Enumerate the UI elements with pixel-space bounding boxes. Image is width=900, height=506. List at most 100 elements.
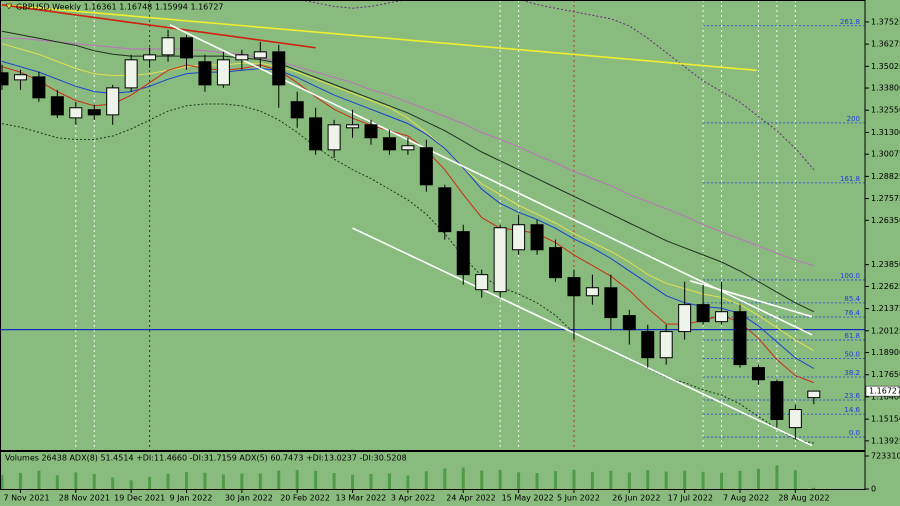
candle-body xyxy=(198,61,212,86)
volume-bar xyxy=(793,470,797,489)
trendline xyxy=(689,280,813,318)
last-price-box xyxy=(865,385,900,397)
y-tick-label: 1.27575 xyxy=(871,194,900,203)
volume-bar xyxy=(55,475,59,489)
candle-body xyxy=(143,54,157,61)
candle-body xyxy=(346,124,360,129)
candle-body xyxy=(770,381,784,420)
y-tick-label: 1.30075 xyxy=(871,150,900,159)
candle-body xyxy=(364,124,378,139)
volume-bar xyxy=(424,471,428,489)
volume-bar xyxy=(738,470,742,489)
volume-bar xyxy=(240,473,244,489)
volume-bar xyxy=(369,473,373,489)
volume-bar xyxy=(627,472,631,489)
candle-body xyxy=(32,76,46,99)
candle-body xyxy=(13,74,27,81)
fibo-label: 100.0 xyxy=(840,272,860,280)
x-tick-label: 5 Jun 2022 xyxy=(557,494,600,503)
candle-body xyxy=(309,117,323,151)
volume-frame xyxy=(0,451,866,490)
candle-body xyxy=(401,145,415,151)
volume-bar xyxy=(683,470,687,489)
candle-body xyxy=(678,304,692,333)
volume-bar xyxy=(461,467,465,489)
volume-bar xyxy=(0,474,4,489)
y-tick-label: 1.21375 xyxy=(871,304,900,313)
volume-bar xyxy=(185,472,188,489)
y-tick-label: 1.36275 xyxy=(871,40,900,49)
candle-body xyxy=(456,231,470,276)
candle-body xyxy=(475,274,489,291)
volume-bar xyxy=(221,474,225,489)
y-tick-label: 1.22625 xyxy=(871,282,900,291)
volume-bar xyxy=(258,473,262,489)
x-tick-label: 30 Jan 2022 xyxy=(225,494,273,503)
fibo-label: 23.6 xyxy=(844,392,860,400)
volume-bar xyxy=(609,470,613,489)
y-tick-label: 1.31300 xyxy=(871,128,900,137)
candle-body xyxy=(807,390,821,399)
y-tick-label: 1.17650 xyxy=(871,370,900,379)
volume-bar xyxy=(166,473,170,489)
fibo-label: 85.4 xyxy=(844,295,860,303)
candle-body xyxy=(382,137,396,151)
fibo-label: 50.0 xyxy=(844,350,860,358)
y-tick-label: 1.37525 xyxy=(871,17,900,26)
candle-body xyxy=(180,37,193,59)
volume-bar xyxy=(92,473,96,489)
volume-bar xyxy=(535,473,539,489)
x-tick-label: 9 Jan 2022 xyxy=(170,494,213,503)
candle-body xyxy=(438,187,452,233)
volume-bar xyxy=(332,473,336,489)
candle-body xyxy=(69,107,83,119)
candle-body xyxy=(641,331,655,359)
y-tick-label: 1.20125 xyxy=(871,326,900,335)
candle-body xyxy=(659,331,673,359)
volume-bar xyxy=(111,477,115,489)
volume-bar xyxy=(295,469,299,489)
candle-body xyxy=(161,37,175,56)
volume-bar xyxy=(701,471,705,489)
y-tick-label: 1.32550 xyxy=(871,106,900,115)
indicator-line xyxy=(1,103,814,444)
volume-tick-label: 723310 xyxy=(871,452,900,461)
candle-body xyxy=(733,311,747,366)
trendline xyxy=(1,4,316,49)
volume-bar xyxy=(590,471,594,489)
candle-body xyxy=(530,224,544,251)
candle-body xyxy=(751,367,765,381)
x-tick-label: 17 Jul 2022 xyxy=(668,494,713,503)
x-tick-label: 19 Dec 2021 xyxy=(114,494,165,503)
candle-body xyxy=(622,315,636,331)
y-tick-label: 1.15150 xyxy=(871,415,900,424)
volume-bar xyxy=(129,480,133,489)
fibo-label: 61.8 xyxy=(844,332,860,340)
candle-body xyxy=(604,287,618,319)
fibo-label: 261.8 xyxy=(840,18,860,26)
x-tick-label: 3 Apr 2022 xyxy=(391,494,435,503)
volume-bar xyxy=(812,487,816,489)
volume-bar xyxy=(756,468,760,489)
volume-bar xyxy=(572,469,576,489)
volume-bar xyxy=(203,472,207,489)
x-tick-label: 28 Nov 2021 xyxy=(59,494,110,503)
volume-bar xyxy=(406,475,410,489)
x-tick-label: 24 Apr 2022 xyxy=(446,494,495,503)
candle-body xyxy=(272,51,286,86)
candle-body xyxy=(253,51,267,59)
volume-bar xyxy=(314,470,318,489)
volume-bar xyxy=(18,472,22,489)
fibo-label: 0.0 xyxy=(849,429,860,437)
volume-bar xyxy=(517,472,521,489)
candle-body xyxy=(696,304,710,323)
candle-body xyxy=(50,96,64,116)
candle-body xyxy=(216,59,230,86)
indicator-line xyxy=(1,60,815,369)
candle-body xyxy=(549,247,562,279)
x-tick-label: 7 Nov 2021 xyxy=(3,494,49,503)
volume-bar xyxy=(554,471,557,489)
